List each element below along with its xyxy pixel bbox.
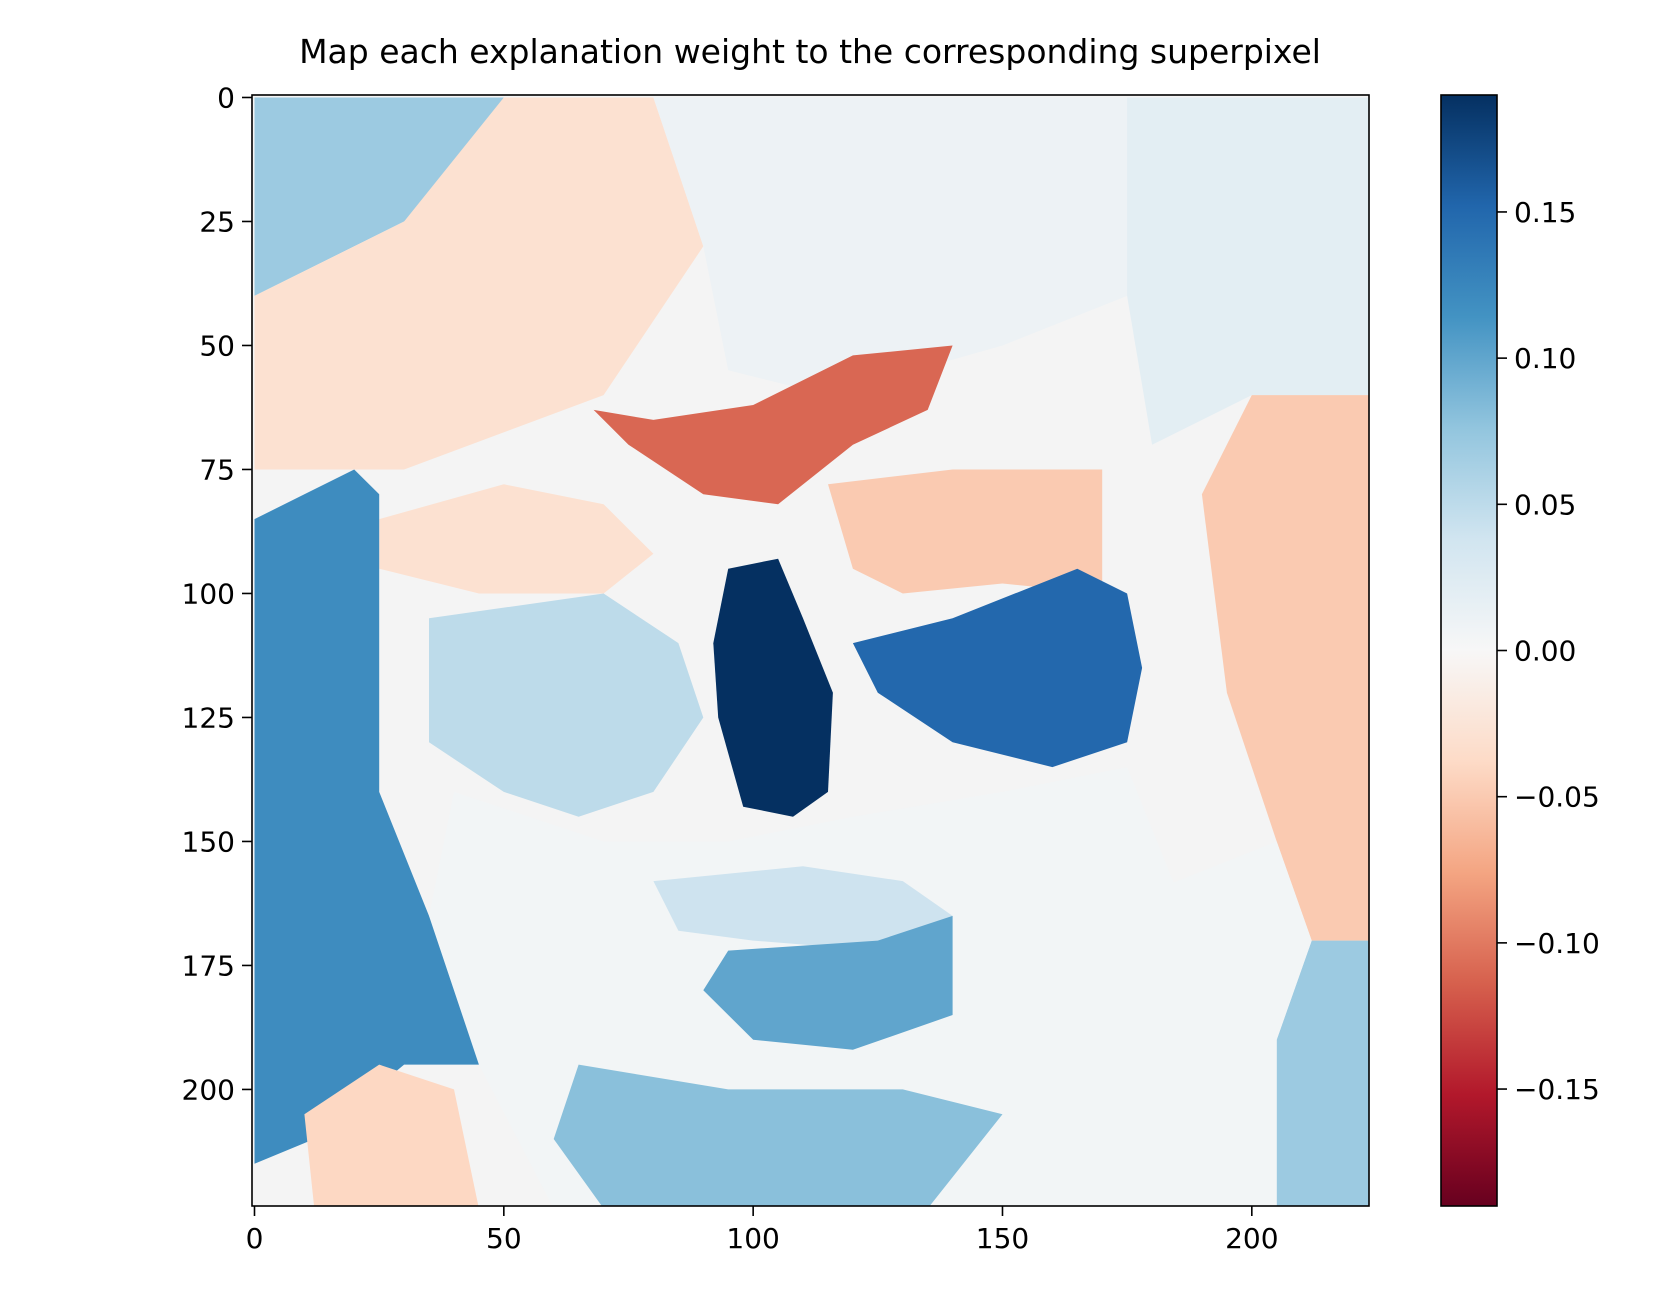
superpixel-mouth-upper bbox=[653, 866, 953, 951]
superpixel-neck-left bbox=[304, 1064, 479, 1206]
superpixel-forehead-left bbox=[254, 97, 704, 470]
y-axis: 0 25 50 75 100 125 150 175 200 bbox=[182, 81, 252, 1106]
colorbar-ticks: 0.15 0.10 0.05 0.00 −0.05 −0.10 −0.15 bbox=[1497, 196, 1600, 1106]
superpixel-mouth-lower bbox=[703, 915, 953, 1050]
superpixel-brow-right bbox=[828, 469, 1103, 594]
x-tick-label: 0 bbox=[246, 1222, 264, 1255]
superpixel-brow-left bbox=[379, 484, 654, 594]
superpixel-eye-socket-left bbox=[429, 593, 704, 817]
y-tick-label: 25 bbox=[199, 205, 235, 238]
x-tick-label: 200 bbox=[1225, 1222, 1278, 1255]
y-tick-label: 50 bbox=[199, 329, 235, 362]
superpixel-hair-right bbox=[1201, 395, 1369, 941]
superpixel-regions bbox=[254, 97, 1369, 1206]
superpixel-eye-right bbox=[852, 568, 1143, 768]
y-tick-label: 200 bbox=[182, 1073, 235, 1106]
colorbar-tick-label: −0.05 bbox=[1514, 781, 1600, 814]
x-tick-label: 100 bbox=[726, 1222, 779, 1255]
colorbar-tick-label: −0.15 bbox=[1514, 1073, 1600, 1106]
chart-title: Map each explanation weight to the corre… bbox=[299, 32, 1321, 71]
superpixel-nostril-dark bbox=[713, 558, 833, 817]
superpixel-background-left-top bbox=[254, 97, 504, 296]
plot-frame bbox=[251, 94, 1370, 1207]
superpixel-chin bbox=[553, 1064, 1003, 1206]
x-tick-label: 150 bbox=[976, 1222, 1029, 1255]
heatmap-plot-area bbox=[252, 95, 1369, 1206]
y-tick-label: 125 bbox=[182, 701, 235, 734]
colorbar: 0.15 0.10 0.05 0.00 −0.05 −0.10 −0.15 bbox=[1440, 94, 1600, 1207]
colorbar-tick-label: 0.05 bbox=[1514, 488, 1576, 521]
colorbar-tick-label: 0.15 bbox=[1514, 196, 1576, 229]
superpixel-background-right-center bbox=[1005, 841, 1312, 1206]
x-axis: 0 50 100 150 200 bbox=[246, 1206, 1279, 1255]
x-tick-label: 50 bbox=[486, 1222, 522, 1255]
superpixel-brow-nose-bridge bbox=[593, 345, 953, 505]
y-tick-label: 75 bbox=[199, 453, 235, 486]
superpixel-background-right-low bbox=[1276, 940, 1369, 1206]
superpixel-forehead-center bbox=[653, 97, 1128, 396]
y-tick-label: 0 bbox=[217, 81, 235, 114]
colorbar-tick-label: 0.00 bbox=[1514, 635, 1576, 668]
y-tick-label: 150 bbox=[182, 825, 235, 858]
y-tick-label: 100 bbox=[182, 577, 235, 610]
y-tick-label: 175 bbox=[182, 949, 235, 982]
colorbar-tick-label: −0.10 bbox=[1514, 927, 1600, 960]
superpixel-forehead-right bbox=[1127, 97, 1369, 445]
colorbar-tick-label: 0.10 bbox=[1514, 342, 1576, 375]
colorbar-gradient bbox=[1441, 95, 1497, 1206]
